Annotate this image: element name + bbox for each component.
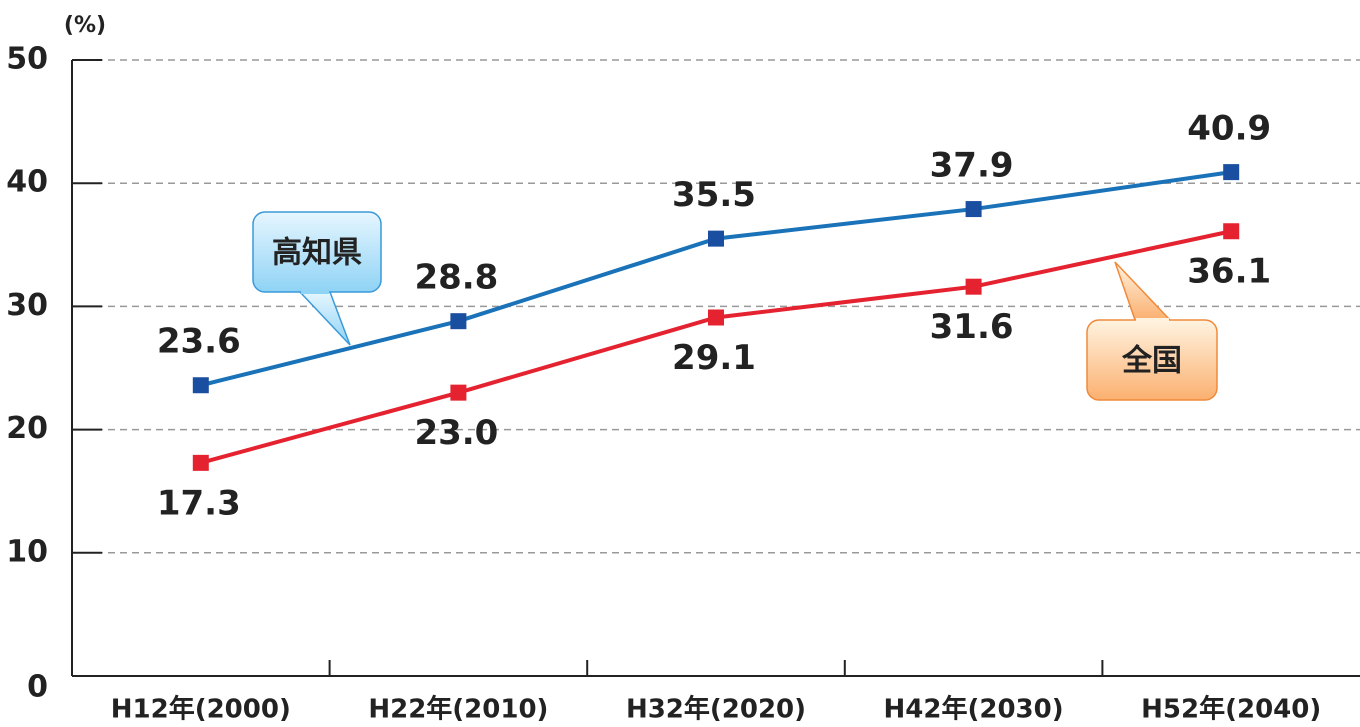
y-tick-label: 30 bbox=[6, 288, 48, 323]
x-tick-label: H12年(2000) bbox=[111, 694, 291, 725]
data-label: 31.6 bbox=[930, 307, 1014, 347]
data-label: 40.9 bbox=[1187, 109, 1271, 149]
callout-patch bbox=[301, 290, 329, 294]
marker bbox=[965, 201, 982, 218]
y-tick-label: 50 bbox=[6, 42, 48, 77]
x-tick-label: H22年(2010) bbox=[368, 694, 548, 725]
x-tick-label: H42年(2030) bbox=[884, 694, 1064, 725]
marker bbox=[192, 377, 209, 394]
legend-label: 全国 bbox=[1121, 344, 1182, 379]
data-label: 23.0 bbox=[414, 413, 498, 453]
marker bbox=[1223, 223, 1240, 240]
marker bbox=[708, 230, 724, 247]
data-label: 28.8 bbox=[414, 258, 498, 298]
marker bbox=[192, 454, 209, 471]
y-tick-label: 20 bbox=[6, 411, 48, 446]
data-label: 17.3 bbox=[157, 483, 241, 523]
marker bbox=[965, 278, 982, 295]
callout-patch bbox=[1136, 318, 1169, 322]
data-label: 23.6 bbox=[157, 322, 241, 362]
x-tick-label: H32年(2020) bbox=[626, 694, 806, 725]
marker bbox=[1223, 164, 1240, 181]
data-label: 29.1 bbox=[672, 338, 756, 378]
marker bbox=[450, 384, 467, 401]
marker bbox=[450, 313, 467, 330]
data-label: 37.9 bbox=[930, 146, 1014, 186]
callout-pointer bbox=[298, 291, 351, 346]
data-label: 35.5 bbox=[672, 175, 756, 215]
y-axis-label: (%) bbox=[64, 13, 106, 38]
callout-pointer bbox=[1114, 261, 1172, 321]
marker bbox=[708, 309, 724, 326]
legend-label: 高知県 bbox=[272, 236, 362, 271]
y-tick-label: 40 bbox=[6, 165, 48, 200]
data-label: 36.1 bbox=[1187, 252, 1271, 292]
x-tick-label: H52年(2040) bbox=[1141, 694, 1321, 725]
y-tick-label: 0 bbox=[27, 670, 48, 705]
y-tick-label: 10 bbox=[6, 534, 48, 569]
